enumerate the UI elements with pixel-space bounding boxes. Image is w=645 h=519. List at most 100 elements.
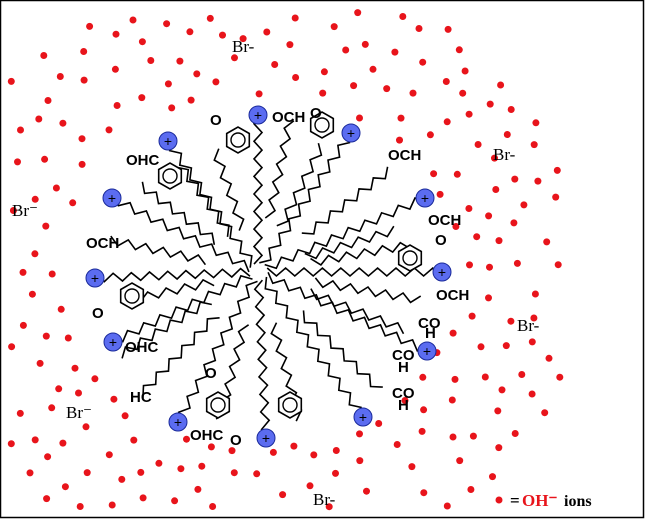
hydroxide-dot [48,270,56,278]
group-label: O [310,105,322,122]
benzene-ring [397,244,423,272]
hydroxide-dot [503,131,511,138]
hydroxide-dot [19,321,27,329]
head-group [168,412,188,432]
hydroxide-dot [31,250,39,258]
hydroxide-dot [171,497,179,505]
hydroxide-dot [468,312,476,320]
hydroxide-dot [155,459,163,467]
head-group [102,188,122,208]
group-label: OCH [436,287,469,304]
head-charge: + [254,107,262,123]
hydroxide-dot [473,233,481,241]
hydroxide-dot [19,268,27,276]
hydroxide-dot [409,89,417,97]
hydroxide-dot [444,25,452,33]
hydroxide-dot [356,457,364,465]
counter-ion: Br- [313,490,336,509]
hydroxide-dot [369,65,377,73]
hydroxide-dot [86,22,94,30]
alkyl-chain [264,120,295,219]
hydroxide-dot [36,359,44,367]
hydroxide-dot [64,334,72,342]
hydroxide-dot [76,503,84,510]
alkyl-chain [111,274,253,343]
benzene-ring [205,391,231,419]
benzene-ring [157,162,183,190]
head-group [103,332,123,352]
benzene-ring [225,126,251,154]
hydroxide-dot [198,462,206,470]
head-charge: + [359,409,367,425]
hydroxide-dot [455,46,463,54]
alkyl-chain [113,194,250,273]
hydroxide-dot [530,141,538,149]
hydroxide-dot [164,80,172,88]
hydroxide-dot [168,104,176,112]
hydroxide-dot [498,386,506,394]
hydroxide-dot [255,90,263,98]
hydroxide-dot [110,395,118,403]
hydroxide-dot [111,65,119,73]
hydroxide-dot [485,294,492,302]
hydroxide-dot [420,406,428,414]
hydroxide-dot [408,463,416,471]
hydroxide-dot [363,487,370,495]
hydroxide-dot [82,423,90,431]
hydroxide-dot [9,207,17,214]
hydroxide-dot [163,20,171,28]
hydroxide-dot [361,40,369,48]
hydroxide-dot [511,175,519,183]
hydroxide-dot [78,135,86,143]
group-label: H [398,397,409,414]
hydroxide-dot [485,212,493,220]
hydroxide-dot [418,427,426,435]
hydroxide-dot [486,100,494,108]
hydroxide-dot [71,364,79,372]
hydroxide-dot [41,155,49,163]
aromatic-circle [124,288,140,304]
hydroxide-dot [121,412,129,420]
hydroxide-dot [430,170,438,178]
hydroxide-dot [456,457,464,465]
hydroxide-dot [290,442,298,450]
benzaldehyde-rings [119,111,423,419]
hydroxide-dot [105,451,113,459]
alkyl-chain [259,130,351,264]
hydroxide-dot [253,470,261,478]
alkyl-chain [264,276,362,420]
hydroxide-dot [507,317,515,325]
group-label: O [205,365,217,382]
hydroxide-dot [7,77,15,85]
head-group [341,123,361,143]
hydroxide-dot [42,222,50,230]
hydroxide-dot [553,166,561,174]
hydroxide-dot [448,396,456,404]
alkyl-chain [302,310,383,388]
hydroxide-dot [43,495,51,503]
hydroxide-dot [330,23,338,31]
hydroxide-dot [342,46,350,54]
hydroxide-dot [554,261,562,269]
head-charge: + [438,264,446,280]
hydroxide-dot [474,141,482,148]
hydroxide-dot [325,503,333,511]
head-charge: + [109,334,117,350]
hydroxide-dot [451,375,459,383]
alkyl-chain [110,235,207,266]
group-label: O [92,305,104,322]
alkyl-chain [177,280,258,425]
hydroxide-dot [391,48,399,56]
hydroxide-dot [118,475,126,483]
hydroxide-dot [292,74,300,81]
hydroxide-dot [186,28,194,36]
hydroxide-dot [105,126,113,134]
hydroxide-dot [42,332,50,340]
hydroxide-dot [263,28,271,36]
hydroxide-dot [494,407,502,415]
hydroxide-dot [354,9,362,17]
hydroxide-dot [491,154,498,162]
head-charge: + [421,190,429,206]
hydroxide-dot [442,78,450,85]
hydroxide-dot [129,16,137,24]
